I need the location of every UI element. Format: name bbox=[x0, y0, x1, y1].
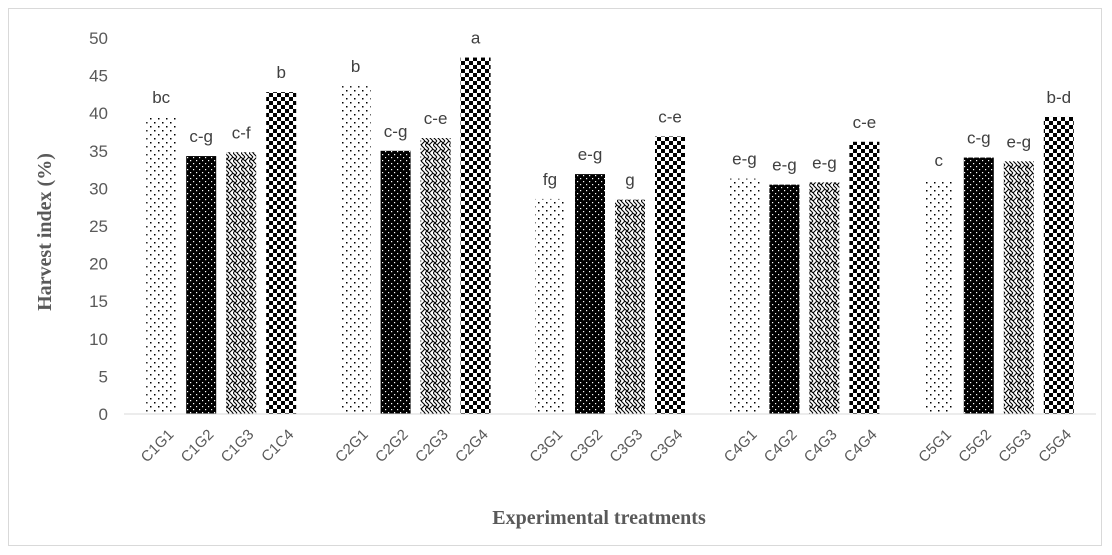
bar-c5g3 bbox=[1003, 161, 1034, 414]
y-axis-title: Harvest index (%) bbox=[34, 153, 56, 311]
y-tick-label: 35 bbox=[89, 142, 108, 161]
y-axis-tick-labels: 0 5 10 15 20 25 30 35 40 45 50 bbox=[89, 29, 108, 424]
bar-c5g4 bbox=[1043, 116, 1074, 415]
data-label-c4g3: e-g bbox=[812, 153, 837, 172]
category-label-c3g1: C3G1 bbox=[526, 426, 566, 466]
y-tick-label: 40 bbox=[89, 104, 108, 123]
data-label-c4g2: e-g bbox=[772, 156, 797, 175]
bar-c2g1 bbox=[340, 86, 371, 415]
bar-c3g4 bbox=[655, 136, 685, 414]
y-tick-label: 20 bbox=[89, 255, 108, 274]
y-tick-label: 50 bbox=[89, 29, 108, 48]
category-label-c2g3: C2G3 bbox=[412, 426, 452, 466]
data-label-c3g3: g bbox=[625, 171, 634, 190]
bar-c5g2 bbox=[963, 157, 994, 414]
data-label-c1c4: b bbox=[276, 63, 285, 82]
y-tick-label: 10 bbox=[89, 330, 108, 349]
data-label-c1g2: c-g bbox=[189, 127, 213, 146]
category-label-c4g4: C4G4 bbox=[841, 426, 881, 466]
bar-c5g1 bbox=[923, 180, 954, 414]
data-label-c4g4: c-e bbox=[853, 113, 877, 132]
category-labels: C1G1 C1G2 C1G3 C1C4 C2G1 C2G2 C2G3 C2G4 C3G1 C3G2… bbox=[138, 426, 1075, 466]
bar-c1g2 bbox=[186, 156, 217, 414]
data-label-c4g1: e-g bbox=[732, 150, 757, 169]
x-axis-title: Experimental treatments bbox=[492, 507, 706, 529]
data-label-c1g3: c-f bbox=[232, 123, 251, 142]
bar-c2g4 bbox=[460, 57, 491, 414]
category-label-c2g1: C2G1 bbox=[332, 426, 372, 466]
bar-c4g2 bbox=[769, 184, 800, 414]
category-label-c5g3: C5G3 bbox=[995, 426, 1035, 466]
category-label-c1c4: C1C4 bbox=[258, 426, 297, 465]
bar-c2g3 bbox=[420, 138, 451, 415]
category-label-c4g1: C4G1 bbox=[721, 426, 761, 466]
data-label-c3g4: c-e bbox=[658, 108, 682, 127]
data-labels: bc c-g c-f b b c-g c-e a fg e-g g c-e e-g e-g e-g c-e c c… bbox=[152, 29, 1071, 190]
bar-c1c4 bbox=[266, 92, 297, 415]
y-tick-label: 5 bbox=[99, 367, 108, 386]
category-label-c1g2: C1G2 bbox=[178, 426, 218, 466]
category-label-c4g2: C4G2 bbox=[761, 426, 801, 466]
category-label-c3g3: C3G3 bbox=[606, 426, 646, 466]
data-label-c1g1: bc bbox=[152, 88, 170, 107]
data-label-c5g4: b-d bbox=[1047, 88, 1072, 107]
category-label-c2g4: C2G4 bbox=[452, 426, 492, 466]
chart-frame: 0 5 10 15 20 25 30 35 40 45 50 bc c-g c-f b b c-g c-e a fg… bbox=[8, 8, 1102, 546]
harvest-index-bar-chart: 0 5 10 15 20 25 30 35 40 45 50 bc c-g c-f b b c-g c-e a fg… bbox=[34, 29, 1096, 529]
category-label-c2g2: C2G2 bbox=[372, 426, 412, 466]
y-tick-label: 15 bbox=[89, 292, 108, 311]
data-label-c2g1: b bbox=[351, 57, 360, 76]
bar-c4g1 bbox=[729, 178, 760, 414]
category-label-c4g3: C4G3 bbox=[801, 426, 841, 466]
bar-c3g3 bbox=[615, 199, 645, 414]
data-label-c3g1: fg bbox=[543, 170, 557, 189]
bar-c1g1 bbox=[146, 116, 177, 415]
data-label-c5g2: c-g bbox=[967, 129, 991, 148]
y-tick-label: 30 bbox=[89, 179, 108, 198]
bar-c3g1 bbox=[535, 198, 565, 414]
data-label-c5g1: c bbox=[935, 151, 944, 170]
y-tick-label: 0 bbox=[99, 405, 108, 424]
bar-c1g3 bbox=[226, 152, 257, 414]
data-label-c3g2: e-g bbox=[578, 145, 603, 164]
category-label-c5g4: C5G4 bbox=[1035, 426, 1075, 466]
bars bbox=[146, 57, 1074, 415]
category-label-c1g1: C1G1 bbox=[138, 426, 178, 466]
data-label-c2g2: c-g bbox=[384, 122, 408, 141]
bar-c4g4 bbox=[849, 141, 880, 414]
bar-c4g3 bbox=[809, 182, 840, 414]
bar-c3g2 bbox=[575, 174, 605, 414]
data-label-c2g4: a bbox=[471, 29, 481, 48]
y-tick-label: 25 bbox=[89, 217, 108, 236]
category-label-c5g2: C5G2 bbox=[955, 426, 995, 466]
category-label-c1g3: C1G3 bbox=[218, 426, 258, 466]
category-label-c5g1: C5G1 bbox=[915, 426, 955, 466]
data-label-c2g3: c-e bbox=[424, 109, 448, 128]
y-tick-label: 45 bbox=[89, 67, 108, 86]
data-label-c5g3: e-g bbox=[1007, 132, 1032, 151]
bar-c2g2 bbox=[380, 150, 411, 415]
category-label-c3g2: C3G2 bbox=[566, 426, 606, 466]
category-label-c3g4: C3G4 bbox=[646, 426, 686, 466]
